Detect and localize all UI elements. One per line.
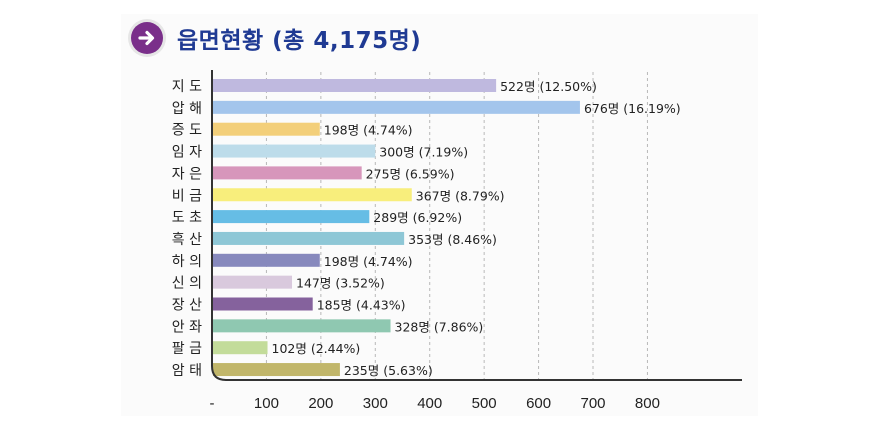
category-label: 신 의 bbox=[172, 276, 202, 292]
x-tick-label: 400 bbox=[417, 395, 442, 412]
bar bbox=[213, 363, 340, 377]
category-label: 압 해 bbox=[172, 101, 202, 117]
chart-header: 읍면현황 (총 4,175명) bbox=[131, 20, 421, 56]
value-labels: 522명 (12.50%) 676명 (16.19%) 198명 (4.74%) 30… bbox=[272, 79, 681, 378]
bar bbox=[213, 79, 497, 92]
bar bbox=[213, 188, 412, 202]
value-label: 522명 (12.50%) bbox=[500, 79, 597, 94]
bar bbox=[213, 100, 580, 114]
x-tick-label: - bbox=[210, 395, 215, 412]
value-label: 328명 (7.86%) bbox=[395, 319, 484, 334]
x-tick-label: 200 bbox=[308, 395, 333, 412]
category-label: 흑 산 bbox=[172, 231, 202, 248]
x-tick-label: 100 bbox=[254, 395, 279, 412]
bar bbox=[213, 275, 293, 289]
bars bbox=[213, 79, 580, 377]
value-label: 275명 (6.59%) bbox=[366, 166, 455, 181]
category-label: 지 도 bbox=[172, 79, 202, 95]
bar bbox=[213, 253, 320, 267]
value-label: 147명 (3.52%) bbox=[296, 276, 385, 291]
bar bbox=[213, 210, 370, 224]
x-tick-label: 500 bbox=[472, 395, 497, 412]
category-label: 팔 금 bbox=[172, 341, 202, 357]
bar bbox=[213, 144, 376, 158]
bar bbox=[213, 319, 391, 333]
x-tick-labels: - 100 200 300 400 500 600 700 800 bbox=[210, 395, 660, 412]
bar bbox=[213, 122, 320, 136]
category-label: 비 금 bbox=[172, 188, 202, 204]
value-label: 289명 (6.92%) bbox=[373, 210, 462, 225]
category-label: 장 산 bbox=[172, 298, 202, 314]
bar bbox=[213, 341, 268, 355]
category-label: 임 자 bbox=[172, 145, 202, 161]
x-tick-label: 600 bbox=[526, 395, 551, 412]
value-label: 102명 (2.44%) bbox=[272, 341, 361, 356]
category-label: 도 초 bbox=[172, 210, 202, 226]
arrow-right-circle-icon bbox=[131, 22, 163, 54]
value-label: 353명 (8.46%) bbox=[408, 232, 497, 247]
value-label: 198명 (4.74%) bbox=[324, 254, 413, 269]
value-label: 676명 (16.19%) bbox=[584, 101, 681, 116]
category-label: 증 도 bbox=[172, 123, 202, 139]
category-label: 암 태 bbox=[172, 363, 202, 379]
value-label: 198명 (4.74%) bbox=[324, 123, 413, 138]
bar bbox=[213, 231, 405, 245]
x-tick-label: 300 bbox=[363, 395, 388, 412]
chart-title: 읍면현황 (총 4,175명) bbox=[177, 28, 422, 54]
value-label: 300명 (7.19%) bbox=[379, 145, 468, 160]
bar bbox=[213, 297, 313, 311]
category-label: 하 의 bbox=[172, 254, 202, 270]
category-label: 안 좌 bbox=[172, 319, 202, 335]
category-labels: 지 도압 해증 도임 자자 은비 금도 초흑 산하 의신 의장 산안 좌팔 금암… bbox=[172, 79, 202, 379]
bar bbox=[213, 166, 362, 180]
axis-line bbox=[211, 70, 742, 381]
x-tick-label: 800 bbox=[635, 395, 660, 412]
value-label: 185명 (4.43%) bbox=[317, 298, 406, 313]
value-label: 235명 (5.63%) bbox=[344, 363, 433, 378]
x-tick-label: 700 bbox=[580, 395, 605, 412]
value-label: 367명 (8.79%) bbox=[416, 188, 505, 203]
category-label: 자 은 bbox=[172, 166, 202, 182]
